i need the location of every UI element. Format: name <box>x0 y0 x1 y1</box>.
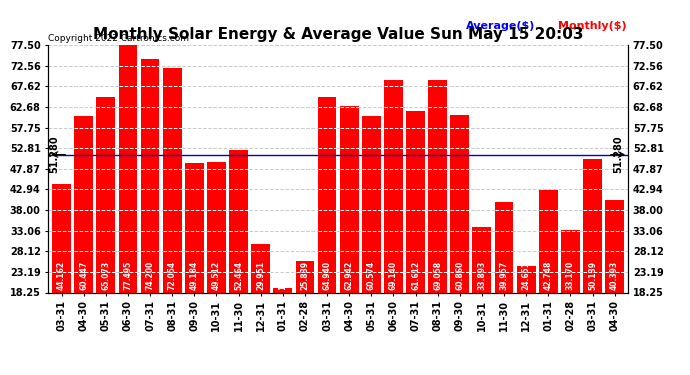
Text: 65.073: 65.073 <box>101 261 110 290</box>
Bar <box>428 80 447 292</box>
Text: 60.860: 60.860 <box>455 261 464 290</box>
Text: 72.054: 72.054 <box>168 261 177 290</box>
Bar <box>605 200 624 292</box>
Bar <box>141 59 159 292</box>
Bar <box>97 97 115 292</box>
Text: Copyright 2022 Cartronics.com: Copyright 2022 Cartronics.com <box>48 33 189 42</box>
Bar <box>362 116 381 292</box>
Bar <box>561 230 580 292</box>
Text: Average($): Average($) <box>466 21 535 32</box>
Text: 29.951: 29.951 <box>256 261 265 290</box>
Text: 69.140: 69.140 <box>389 261 398 290</box>
Bar <box>495 202 513 292</box>
Text: 61.612: 61.612 <box>411 261 420 290</box>
Bar <box>451 114 469 292</box>
Text: 33.893: 33.893 <box>477 261 486 290</box>
Text: 25.839: 25.839 <box>300 261 309 290</box>
Text: 49.512: 49.512 <box>212 261 221 290</box>
Bar <box>163 68 181 292</box>
Text: 62.942: 62.942 <box>345 261 354 290</box>
Text: 33.170: 33.170 <box>566 261 575 290</box>
Text: 60.574: 60.574 <box>367 261 376 290</box>
Bar <box>473 227 491 292</box>
Bar <box>384 80 403 292</box>
Bar <box>185 163 204 292</box>
Text: 64.940: 64.940 <box>322 261 331 290</box>
Text: 49.184: 49.184 <box>190 261 199 290</box>
Text: 24.651: 24.651 <box>522 261 531 290</box>
Text: 74.200: 74.200 <box>146 261 155 290</box>
Bar <box>583 159 602 292</box>
Bar <box>75 116 93 292</box>
Bar <box>517 266 535 292</box>
Bar <box>295 261 315 292</box>
Bar <box>273 288 292 292</box>
Text: 19.412: 19.412 <box>278 261 287 290</box>
Text: 77.495: 77.495 <box>124 261 132 290</box>
Text: 40.393: 40.393 <box>610 261 619 290</box>
Text: 44.162: 44.162 <box>57 261 66 290</box>
Bar <box>339 106 359 292</box>
Text: 42.748: 42.748 <box>544 261 553 290</box>
Title: Monthly Solar Energy & Average Value Sun May 15 20:03: Monthly Solar Energy & Average Value Sun… <box>93 27 583 42</box>
Text: 60.447: 60.447 <box>79 261 88 290</box>
Bar <box>52 184 71 292</box>
Text: 51.280: 51.280 <box>50 136 59 173</box>
Text: 52.464: 52.464 <box>234 261 243 290</box>
Text: 69.058: 69.058 <box>433 261 442 290</box>
Bar <box>251 244 270 292</box>
Text: 51.280: 51.280 <box>613 136 623 173</box>
Text: Monthly($): Monthly($) <box>558 21 627 32</box>
Text: 39.957: 39.957 <box>500 261 509 290</box>
Bar <box>207 162 226 292</box>
Bar <box>317 98 337 292</box>
Bar <box>229 150 248 292</box>
Text: 50.139: 50.139 <box>588 261 597 290</box>
Bar <box>119 45 137 292</box>
Bar <box>406 111 425 292</box>
Bar <box>539 190 558 292</box>
